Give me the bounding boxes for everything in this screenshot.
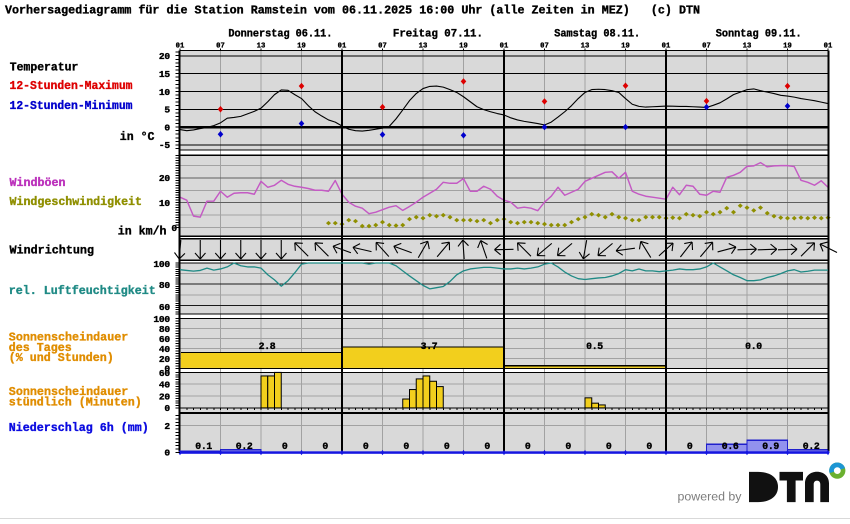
svg-text:Sonnenscheindauer: Sonnenscheindauer bbox=[9, 332, 129, 345]
svg-text:15: 15 bbox=[159, 69, 170, 80]
svg-text:Freitag 07.11.: Freitag 07.11. bbox=[393, 28, 483, 40]
svg-text:40: 40 bbox=[159, 344, 170, 355]
svg-text:0: 0 bbox=[565, 441, 571, 452]
svg-text:(% und Stunden): (% und Stunden) bbox=[9, 352, 114, 365]
svg-text:0: 0 bbox=[484, 441, 490, 452]
svg-text:12-Stunden-Minimum: 12-Stunden-Minimum bbox=[10, 100, 133, 113]
svg-text:0: 0 bbox=[282, 441, 288, 452]
svg-text:0: 0 bbox=[525, 441, 531, 452]
svg-text:01: 01 bbox=[176, 42, 185, 50]
svg-text:13: 13 bbox=[419, 42, 428, 50]
svg-text:20: 20 bbox=[159, 51, 170, 62]
svg-text:20: 20 bbox=[159, 392, 170, 403]
svg-text:12-Stunden-Maximum: 12-Stunden-Maximum bbox=[10, 80, 133, 93]
svg-text:2.8: 2.8 bbox=[259, 341, 276, 352]
svg-text:des Tages: des Tages bbox=[9, 342, 72, 355]
svg-text:5: 5 bbox=[164, 105, 170, 116]
svg-text:19: 19 bbox=[783, 42, 792, 50]
svg-text:19: 19 bbox=[297, 42, 306, 50]
svg-text:stündlich (Minuten): stündlich (Minuten) bbox=[9, 396, 142, 409]
svg-text:40: 40 bbox=[159, 380, 170, 391]
svg-text:01: 01 bbox=[824, 42, 833, 50]
svg-text:Samstag 08.11.: Samstag 08.11. bbox=[554, 28, 640, 40]
svg-text:in km/h: in km/h bbox=[118, 225, 167, 238]
svg-text:07: 07 bbox=[378, 42, 387, 50]
svg-text:80: 80 bbox=[159, 324, 170, 335]
svg-text:19: 19 bbox=[621, 42, 630, 50]
svg-text:13: 13 bbox=[581, 42, 590, 50]
svg-text:Niederschlag 6h (mm): Niederschlag 6h (mm) bbox=[9, 422, 149, 435]
svg-text:60: 60 bbox=[159, 368, 170, 379]
svg-text:Windböen: Windböen bbox=[10, 177, 66, 190]
svg-text:01: 01 bbox=[662, 42, 671, 50]
svg-text:0: 0 bbox=[322, 441, 328, 452]
svg-text:20: 20 bbox=[159, 173, 170, 184]
svg-text:3.7: 3.7 bbox=[421, 341, 438, 352]
svg-text:01: 01 bbox=[500, 42, 509, 50]
svg-text:rel. Luftfeuchtigkeit: rel. Luftfeuchtigkeit bbox=[9, 285, 156, 298]
svg-text:10: 10 bbox=[159, 87, 170, 98]
svg-text:0: 0 bbox=[687, 441, 693, 452]
svg-text:20: 20 bbox=[159, 354, 170, 365]
svg-text:10: 10 bbox=[159, 198, 170, 209]
svg-text:Sonnenscheindauer: Sonnenscheindauer bbox=[9, 386, 129, 399]
svg-text:0: 0 bbox=[606, 441, 612, 452]
svg-text:07: 07 bbox=[702, 42, 711, 50]
svg-text:Sonntag 09.11.: Sonntag 09.11. bbox=[716, 28, 802, 40]
svg-text:0: 0 bbox=[164, 122, 170, 133]
svg-text:0: 0 bbox=[171, 223, 177, 234]
svg-text:0.9: 0.9 bbox=[762, 441, 779, 452]
svg-text:13: 13 bbox=[743, 42, 752, 50]
svg-text:0: 0 bbox=[363, 441, 369, 452]
svg-text:0: 0 bbox=[164, 364, 170, 375]
svg-text:Donnerstag 06.11.: Donnerstag 06.11. bbox=[228, 28, 332, 40]
svg-text:0.2: 0.2 bbox=[236, 441, 253, 452]
svg-text:60: 60 bbox=[159, 334, 170, 345]
svg-text:in °C: in °C bbox=[120, 131, 155, 144]
svg-text:07: 07 bbox=[540, 42, 549, 50]
svg-text:100: 100 bbox=[153, 314, 170, 325]
svg-text:Windgeschwindigkeit: Windgeschwindigkeit bbox=[10, 196, 143, 209]
svg-text:-5: -5 bbox=[159, 140, 170, 151]
svg-text:0.1: 0.1 bbox=[195, 441, 212, 452]
svg-text:100: 100 bbox=[153, 259, 170, 270]
svg-text:80: 80 bbox=[159, 280, 170, 291]
svg-text:0.0: 0.0 bbox=[745, 341, 762, 352]
svg-text:Temperatur: Temperatur bbox=[10, 61, 79, 74]
svg-text:0.2: 0.2 bbox=[803, 441, 820, 452]
svg-text:19: 19 bbox=[459, 42, 468, 50]
svg-text:0.6: 0.6 bbox=[722, 441, 739, 452]
svg-text:2: 2 bbox=[164, 421, 170, 432]
svg-text:Vorhersagediagramm für die Sta: Vorhersagediagramm für die Station Ramst… bbox=[5, 5, 700, 18]
svg-text:0: 0 bbox=[646, 441, 652, 452]
svg-text:0: 0 bbox=[164, 403, 170, 414]
svg-text:powered by: powered by bbox=[678, 492, 742, 504]
svg-text:0.5: 0.5 bbox=[586, 341, 603, 352]
svg-text:0: 0 bbox=[164, 448, 170, 459]
svg-text:60: 60 bbox=[159, 302, 170, 313]
svg-text:01: 01 bbox=[338, 42, 347, 50]
svg-text:13: 13 bbox=[257, 42, 266, 50]
svg-text:Windrichtung: Windrichtung bbox=[10, 244, 95, 257]
svg-text:0: 0 bbox=[444, 441, 450, 452]
svg-text:07: 07 bbox=[216, 42, 225, 50]
svg-text:0: 0 bbox=[403, 441, 409, 452]
